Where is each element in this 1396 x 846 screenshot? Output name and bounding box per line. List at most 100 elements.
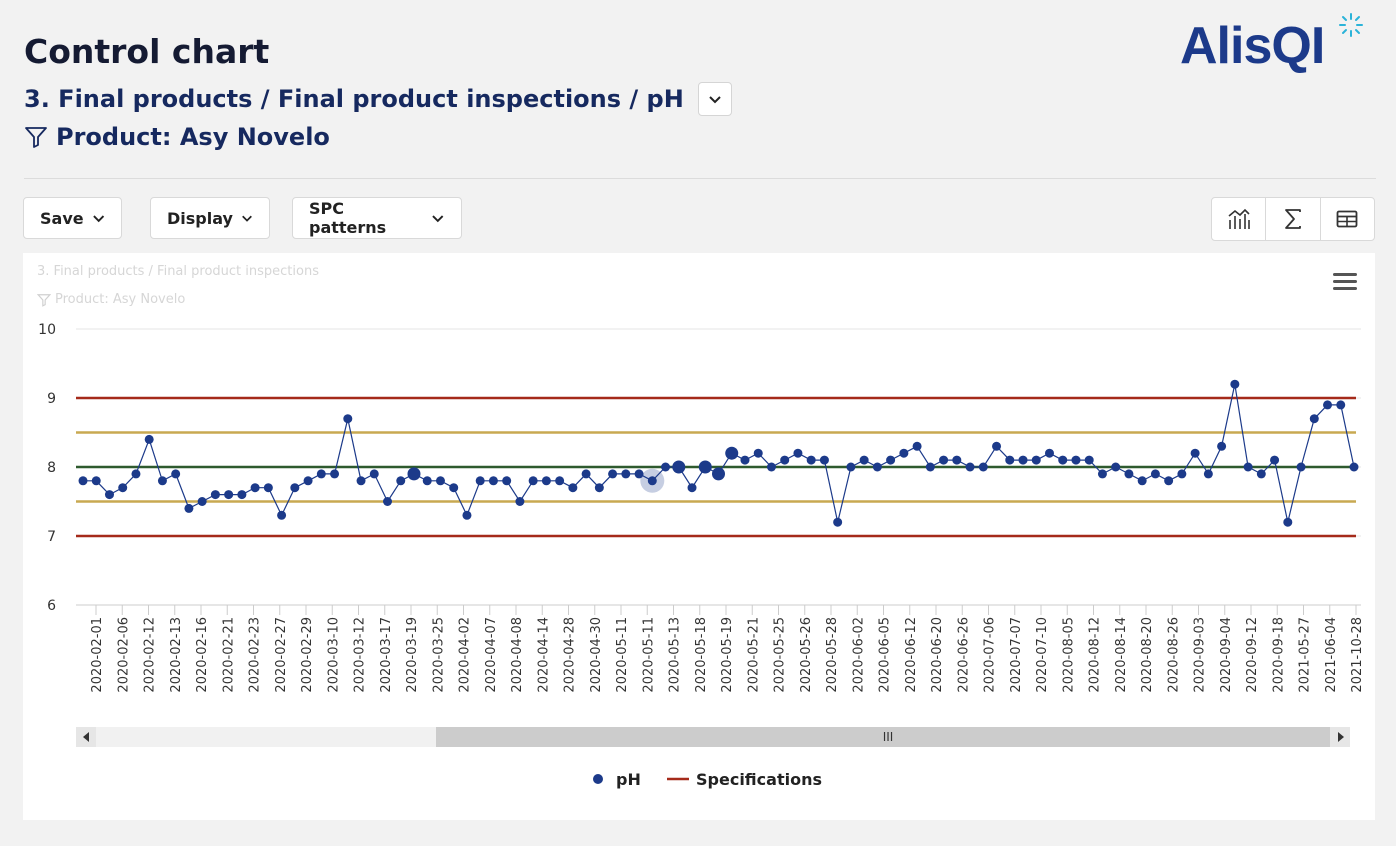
ph-data-point[interactable]: [263, 483, 273, 493]
ph-data-point[interactable]: [488, 476, 498, 486]
control-chart-view-button[interactable]: [1212, 198, 1267, 240]
ph-data-point[interactable]: [435, 476, 445, 486]
ph-data-point[interactable]: [753, 448, 763, 458]
ph-data-point[interactable]: [1084, 455, 1094, 465]
ph-data-point[interactable]: [819, 455, 829, 465]
ph-data-point[interactable]: [912, 441, 922, 451]
ph-data-point[interactable]: [698, 460, 712, 474]
ph-data-point[interactable]: [237, 490, 247, 500]
ph-data-point[interactable]: [608, 469, 618, 479]
ph-data-point[interactable]: [833, 517, 843, 527]
ph-data-point[interactable]: [1217, 441, 1227, 451]
ph-data-point[interactable]: [1296, 462, 1306, 472]
ph-data-point[interactable]: [992, 441, 1002, 451]
ph-data-point[interactable]: [634, 469, 644, 479]
legend-ph-label[interactable]: pH: [616, 770, 641, 789]
ph-data-point[interactable]: [581, 469, 591, 479]
chart-menu-button[interactable]: [1333, 271, 1359, 293]
ph-data-point[interactable]: [1177, 469, 1187, 479]
ph-data-point[interactable]: [978, 462, 988, 472]
ph-data-point[interactable]: [1270, 455, 1280, 465]
ph-data-point[interactable]: [939, 455, 949, 465]
ph-data-point[interactable]: [594, 483, 604, 493]
ph-data-point[interactable]: [725, 446, 739, 460]
ph-data-point[interactable]: [316, 469, 326, 479]
ph-data-point[interactable]: [407, 467, 421, 481]
ph-data-point[interactable]: [1137, 476, 1147, 486]
ph-data-point[interactable]: [184, 503, 194, 513]
ph-data-point[interactable]: [672, 460, 686, 474]
filter-row[interactable]: Product: Asy Novelo: [24, 122, 330, 152]
ph-data-point[interactable]: [925, 462, 935, 472]
ph-data-point[interactable]: [740, 455, 750, 465]
ph-data-point[interactable]: [118, 483, 128, 493]
ph-data-point[interactable]: [1190, 448, 1200, 458]
ph-data-point[interactable]: [965, 462, 975, 472]
ph-data-point[interactable]: [515, 497, 525, 506]
ph-data-point[interactable]: [1111, 462, 1121, 472]
ph-data-point[interactable]: [303, 476, 313, 486]
ph-data-point[interactable]: [621, 469, 631, 479]
ph-data-point[interactable]: [224, 490, 234, 500]
ph-data-point[interactable]: [1230, 379, 1240, 389]
ph-data-point[interactable]: [157, 476, 167, 486]
ph-data-point[interactable]: [462, 510, 472, 520]
save-button[interactable]: Save: [23, 197, 122, 239]
ph-data-point[interactable]: [197, 497, 207, 506]
field-dropdown-button[interactable]: [697, 82, 732, 116]
ph-data-point[interactable]: [171, 469, 181, 479]
display-button[interactable]: Display: [150, 197, 270, 239]
ph-data-point[interactable]: [210, 490, 220, 500]
ph-data-point[interactable]: [712, 467, 725, 481]
ph-data-point[interactable]: [144, 434, 154, 444]
ph-data-point[interactable]: [846, 462, 856, 472]
ph-data-point[interactable]: [1336, 400, 1346, 410]
ph-data-point[interactable]: [1203, 469, 1213, 479]
ph-data-point[interactable]: [131, 469, 141, 479]
scrollbar-thumb[interactable]: [436, 727, 1331, 747]
ph-data-point[interactable]: [555, 476, 565, 486]
ph-data-point[interactable]: [1097, 469, 1107, 479]
ph-data-point[interactable]: [1323, 400, 1333, 410]
ph-data-point[interactable]: [330, 469, 340, 479]
ph-data-point[interactable]: [793, 448, 803, 458]
ph-data-point[interactable]: [104, 490, 114, 500]
ph-data-point[interactable]: [899, 448, 909, 458]
ph-data-point[interactable]: [449, 483, 459, 493]
ph-data-point[interactable]: [475, 476, 485, 486]
ph-data-point[interactable]: [687, 483, 697, 493]
ph-data-point[interactable]: [1349, 462, 1359, 472]
ph-data-point[interactable]: [502, 476, 512, 486]
ph-data-point[interactable]: [859, 455, 869, 465]
ph-data-point[interactable]: [886, 455, 896, 465]
ph-data-point[interactable]: [661, 462, 671, 472]
ph-data-point[interactable]: [1031, 455, 1041, 465]
ph-data-point[interactable]: [1018, 455, 1028, 465]
legend-specifications-label[interactable]: Specifications: [696, 770, 822, 789]
ph-data-point[interactable]: [647, 476, 657, 486]
ph-data-point[interactable]: [250, 483, 260, 493]
statistics-button[interactable]: [1266, 198, 1321, 240]
ph-data-point[interactable]: [290, 483, 300, 493]
ph-data-point[interactable]: [1044, 448, 1054, 458]
ph-data-point[interactable]: [343, 414, 353, 424]
ph-data-point[interactable]: [369, 469, 379, 479]
ph-data-point[interactable]: [1005, 455, 1015, 465]
ph-data-point[interactable]: [356, 476, 366, 486]
ph-data-point[interactable]: [91, 476, 101, 486]
ph-data-point[interactable]: [541, 476, 551, 486]
ph-data-point[interactable]: [766, 462, 776, 472]
ph-data-point[interactable]: [1150, 469, 1160, 479]
ph-data-point[interactable]: [780, 455, 790, 465]
ph-data-point[interactable]: [528, 476, 538, 486]
ph-data-point[interactable]: [277, 510, 287, 520]
ph-data-point[interactable]: [1071, 455, 1081, 465]
ph-data-point[interactable]: [1058, 455, 1068, 465]
ph-data-point[interactable]: [1164, 476, 1174, 486]
ph-data-point[interactable]: [872, 462, 882, 472]
scrollbar-grip[interactable]: III: [883, 730, 894, 744]
ph-data-point[interactable]: [1124, 469, 1134, 479]
ph-data-point[interactable]: [568, 483, 578, 493]
ph-data-point[interactable]: [396, 476, 406, 486]
ph-data-point[interactable]: [1256, 469, 1266, 479]
